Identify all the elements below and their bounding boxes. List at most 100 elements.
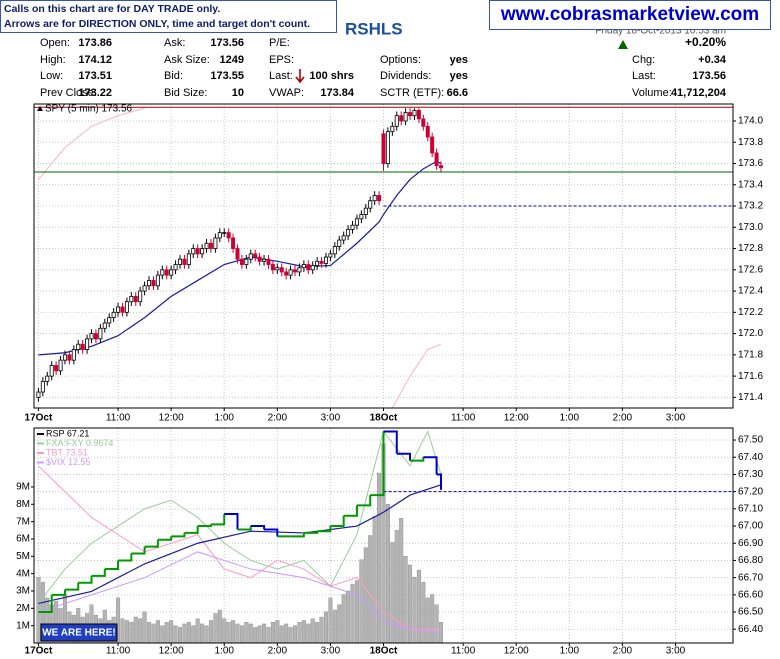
candle-body — [217, 232, 222, 239]
volume-bar — [421, 582, 426, 643]
x-tick-label: 12:00 — [504, 646, 529, 657]
quote-value: 1249 — [220, 54, 244, 66]
volume-bar — [142, 611, 147, 643]
y-tick-label: 173.0 — [738, 222, 763, 233]
candle-body — [80, 343, 85, 350]
candle-body — [204, 242, 209, 249]
volume-bar — [222, 618, 227, 643]
candle-body — [439, 165, 444, 169]
y-tick-label: 67.40 — [738, 452, 763, 463]
quote-label: VWAP: — [269, 87, 304, 99]
y-tick-label: 174.0 — [738, 116, 763, 127]
y-tick-label: 173.8 — [738, 137, 763, 148]
quote-label: Chg: — [632, 54, 655, 66]
candle-body — [62, 354, 67, 361]
volume-bar — [151, 623, 156, 643]
candle-body — [408, 112, 413, 117]
moving-average — [391, 343, 442, 408]
x-tick-label: 1:00 — [560, 646, 580, 657]
volume-bar — [430, 594, 435, 643]
price-line — [184, 526, 199, 534]
legend-label: FXA:FXY 0.9674 — [46, 438, 113, 448]
quote-value: 10 — [232, 87, 244, 99]
candle-body — [173, 264, 178, 271]
down-arrow — [295, 69, 305, 84]
candle-body — [403, 112, 408, 122]
volume-bar — [328, 597, 333, 643]
volume-bar — [341, 594, 346, 643]
volume-bar — [310, 618, 315, 643]
candle-body — [279, 267, 284, 273]
candle-body — [244, 258, 249, 265]
x-tick-label: 3:00 — [321, 413, 341, 424]
quote-label: P/E: — [269, 37, 290, 49]
quote-label: Dividends: — [380, 70, 431, 82]
candle-body — [177, 258, 182, 265]
indicator-chart: 66.40 66.50 66.60 66.70 66.80 66.90 67.00 67.10… — [16, 427, 763, 657]
y-tick-label: 172.0 — [738, 328, 763, 339]
volume-bar — [213, 613, 218, 643]
quote-value: 173.86 — [78, 37, 112, 49]
x-tick-label: 2:00 — [613, 413, 633, 424]
price-line — [157, 536, 173, 541]
candle-body — [412, 109, 417, 117]
candle-body — [434, 152, 439, 167]
quote-label: Options: — [380, 54, 421, 66]
price-line — [104, 560, 120, 571]
quote-value: 100 shrs — [309, 70, 354, 82]
volume-bar — [372, 516, 377, 643]
candle-body — [186, 253, 191, 265]
x-tick-label: 2:00 — [268, 413, 288, 424]
candle-body — [182, 258, 187, 265]
candle-body — [138, 290, 143, 303]
y-tick-label: 67.00 — [738, 521, 763, 532]
quote-value: +0.34 — [698, 54, 727, 66]
candle-body — [315, 260, 320, 266]
volume-bar — [169, 620, 174, 643]
note-line: Calls on this chart are for DAY TRADE on… — [4, 3, 220, 15]
volume-bar — [226, 621, 231, 643]
candle-body — [390, 125, 395, 133]
date: Friday 18-Oct-2013 10:53 am — [595, 26, 726, 37]
candle-body — [116, 306, 121, 313]
candle-body — [341, 235, 346, 241]
legend-label: SPY (5 min) 173.56 — [45, 104, 133, 115]
y-tick-label: 67.10 — [738, 503, 763, 514]
volume-bar — [275, 620, 280, 643]
volume-bar — [177, 627, 182, 643]
x-tick-label: 3:00 — [666, 413, 686, 424]
candle-body — [368, 200, 373, 209]
price-line — [330, 515, 345, 528]
quote-value: 173.55 — [210, 70, 244, 82]
price-line — [317, 526, 332, 533]
quote-value: 66.6 — [447, 87, 468, 99]
x-tick-label: 18Oct — [370, 646, 398, 657]
y-tick-label: 66.80 — [738, 555, 763, 566]
candle-body — [111, 311, 116, 319]
candle-body — [107, 317, 112, 324]
volume-bar — [319, 616, 324, 643]
x-tick-label: 12:00 — [504, 413, 529, 424]
candle-body — [98, 327, 103, 340]
price-line — [250, 525, 266, 530]
candle-body — [310, 265, 315, 271]
volume-bar — [124, 620, 129, 643]
y-tick-label: 172.6 — [738, 264, 763, 275]
volume-bar — [186, 621, 191, 643]
quote-label: Volume: — [632, 87, 672, 99]
quote-label: Ask Size: — [164, 54, 210, 66]
candle-body — [394, 115, 399, 127]
annotation-box — [40, 623, 118, 642]
volume-bar — [425, 597, 430, 643]
volume-bar — [377, 472, 382, 643]
quote-label: EPS: — [269, 54, 294, 66]
y-tick-label: 172.8 — [738, 243, 763, 254]
price-line — [436, 473, 443, 490]
candle-body — [381, 133, 386, 164]
y-tick-label: 171.4 — [738, 392, 763, 403]
price-line — [343, 505, 358, 517]
candle-body — [71, 349, 76, 361]
quote-label: Prev Close: — [40, 87, 97, 99]
x-tick-label: 1:00 — [214, 646, 234, 657]
y-tick-label: 66.70 — [738, 572, 763, 583]
